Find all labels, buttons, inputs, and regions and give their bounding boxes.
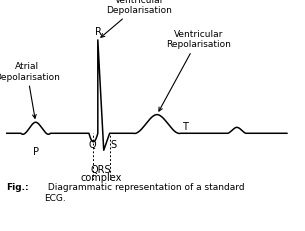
Text: Atrial
Depolarisation: Atrial Depolarisation: [0, 62, 60, 119]
Text: QRS: QRS: [91, 164, 111, 174]
Text: complex: complex: [80, 173, 121, 183]
Text: P: P: [33, 146, 39, 156]
Text: Ventricular
Depolarisation: Ventricular Depolarisation: [101, 0, 172, 38]
Text: T: T: [182, 122, 188, 132]
Text: S: S: [110, 140, 117, 149]
Text: Fig.:: Fig.:: [6, 182, 29, 191]
Text: Q: Q: [88, 140, 96, 149]
Text: Diagrammatic representation of a standard
ECG.: Diagrammatic representation of a standar…: [45, 182, 244, 202]
Text: Ventricular
Repolarisation: Ventricular Repolarisation: [159, 30, 231, 112]
Text: R: R: [95, 27, 102, 36]
